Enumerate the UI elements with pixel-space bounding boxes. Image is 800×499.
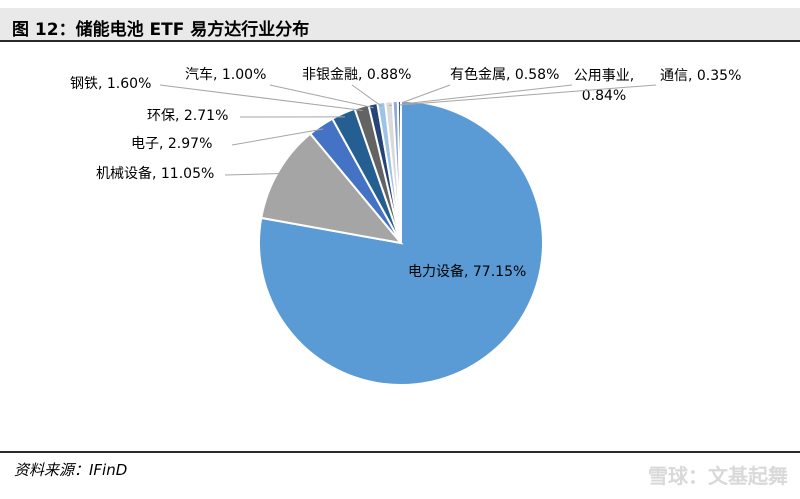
leader-line-3: [231, 128, 324, 146]
figure-header: 图 12：储能电池 ETF 易方达行业分布: [0, 8, 800, 42]
figure-title: 图 12：储能电池 ETF 易方达行业分布: [12, 20, 310, 40]
slice-label-9: 有色金属, 0.58%: [450, 66, 559, 83]
watermark: 雪球：文基起舞: [648, 464, 788, 488]
leader-line-7: [351, 84, 383, 107]
slice-label-2: 机械设备, 11.05%: [96, 165, 214, 182]
slice-label-8: 公用事业, 0.84%: [574, 68, 634, 104]
pie-chart: 电力设备, 77.15% 机械设备, 11.05% 电子, 2.97% 环保, 2.7…: [0, 44, 800, 450]
footer-divider: [0, 451, 800, 453]
slice-label-4: 环保, 2.71%: [147, 108, 228, 124]
leader-line-5: [159, 84, 363, 111]
pie-slice-2: [260, 132, 404, 245]
leader-line-9: [395, 84, 451, 106]
slice-label-6: 汽车, 1.00%: [185, 66, 266, 83]
leader-line-6: [269, 84, 374, 109]
leader-line-2: [224, 172, 282, 176]
pie-slice-10: [396, 99, 402, 244]
slice-label-5: 钢铁, 1.60%: [70, 76, 151, 92]
pie-chart-svg: 电力设备, 77.15% 机械设备, 11.05% 电子, 2.97% 环保, 2.7…: [70, 66, 741, 386]
leader-line-8: [389, 84, 573, 107]
source-note: 资料来源：IFinD: [14, 461, 128, 479]
slice-label-10: 通信, 0.35%: [660, 68, 741, 84]
slice-label-1: 电力设备, 77.15%: [408, 263, 526, 280]
slice-label-7: 非银金融, 0.88%: [302, 67, 411, 83]
leader-line-10: [399, 84, 657, 106]
slice-label-3: 电子, 2.97%: [131, 136, 212, 152]
